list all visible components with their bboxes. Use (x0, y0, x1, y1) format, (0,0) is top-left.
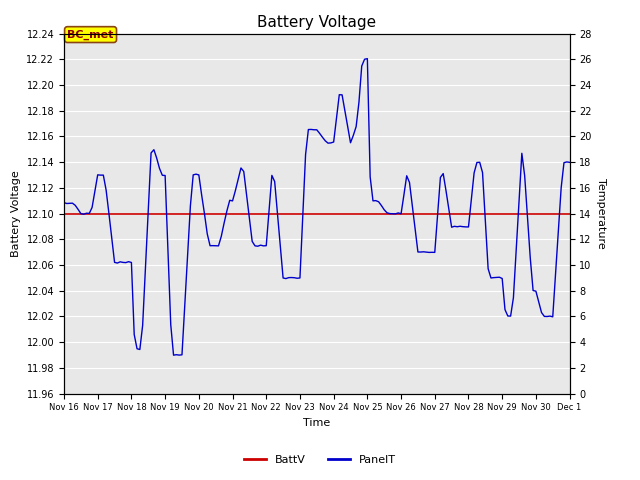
Title: Battery Voltage: Battery Voltage (257, 15, 376, 30)
Legend: BattV, PanelT: BattV, PanelT (239, 451, 401, 469)
Text: BC_met: BC_met (67, 29, 114, 40)
Y-axis label: Battery Voltage: Battery Voltage (11, 170, 21, 257)
Y-axis label: Temperature: Temperature (596, 178, 605, 249)
X-axis label: Time: Time (303, 418, 330, 428)
